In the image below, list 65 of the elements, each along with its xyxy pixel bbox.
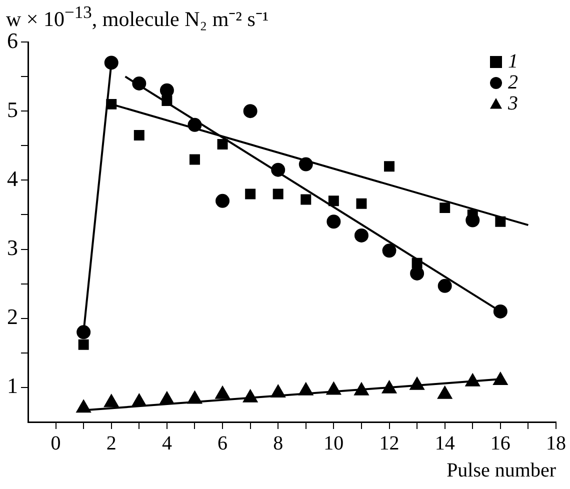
point: [438, 278, 452, 293]
point: [412, 258, 422, 268]
point: [216, 194, 230, 208]
point: [326, 214, 341, 229]
x-tick-label: 18: [546, 432, 566, 454]
point: [217, 139, 228, 150]
point: [298, 382, 313, 396]
point: [78, 339, 89, 350]
point: [354, 228, 368, 242]
x-axis-title: Pulse number: [446, 459, 556, 482]
point: [160, 392, 174, 404]
x-tick-label: 2: [106, 432, 116, 454]
point: [243, 390, 258, 402]
x-tick-label: 8: [273, 432, 284, 454]
y-tick-label: 2: [7, 304, 18, 330]
point: [76, 325, 91, 340]
point: [410, 377, 424, 390]
point: [440, 202, 450, 214]
point: [271, 162, 286, 177]
point: [493, 372, 508, 386]
y-tick-label: 5: [7, 96, 18, 122]
x-tick-label: 14: [434, 432, 455, 454]
x-tick-label: 6: [218, 432, 228, 454]
point: [300, 194, 312, 205]
point: [382, 380, 396, 394]
legend-label: 3: [507, 92, 518, 114]
x-tick-label: 12: [379, 432, 400, 454]
point: [245, 188, 256, 200]
point: [188, 118, 202, 132]
point: [493, 304, 508, 318]
point: [160, 83, 174, 98]
x-tick-label: 10: [324, 432, 344, 454]
y-tick-label: 4: [7, 166, 18, 191]
point: [382, 244, 396, 258]
point: [215, 386, 230, 399]
point: [76, 400, 91, 413]
x-tick-label: 4: [162, 432, 172, 454]
point: [188, 391, 202, 404]
point: [356, 198, 367, 209]
point: [271, 384, 286, 398]
point: [438, 386, 452, 399]
point: [189, 154, 200, 165]
point: [495, 216, 506, 227]
point: [410, 266, 424, 280]
point: [104, 56, 118, 70]
x-tick-label: 16: [490, 432, 510, 454]
point: [106, 98, 117, 110]
point: [384, 161, 395, 172]
point: [298, 157, 313, 172]
point: [104, 394, 118, 408]
point: [466, 374, 480, 386]
legend-label: 2: [508, 71, 518, 94]
legend-label: 1: [508, 50, 518, 72]
point: [328, 196, 339, 206]
y-tick-label: 1: [7, 373, 18, 398]
point: [243, 104, 258, 118]
point: [354, 382, 369, 396]
point: [134, 130, 144, 141]
point: [132, 76, 146, 90]
point: [326, 382, 341, 395]
point: [272, 188, 284, 200]
point: [132, 394, 146, 406]
x-tick-label: 0: [50, 432, 61, 454]
point: [162, 95, 172, 106]
y-tick-label: 3: [7, 235, 18, 260]
